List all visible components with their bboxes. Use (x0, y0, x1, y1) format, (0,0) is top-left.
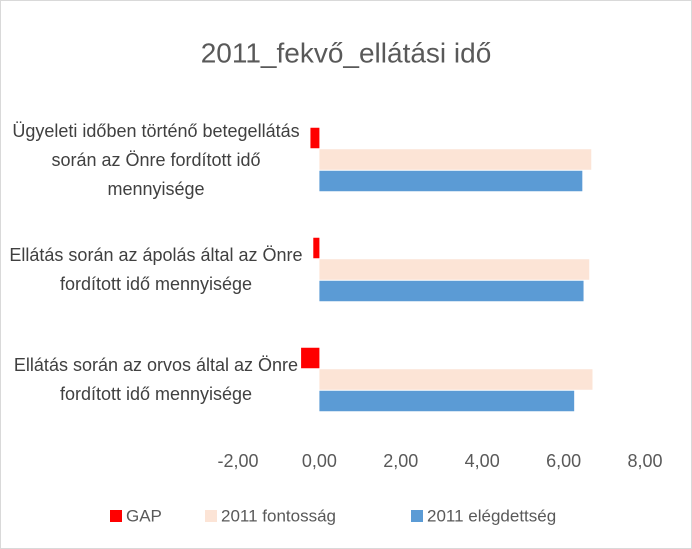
bar (319, 280, 584, 302)
category-label-box: Ügyeleti időben történő betegellátás sor… (12, 120, 300, 199)
legend-swatch (411, 510, 423, 522)
x-tick-label: 4,00 (465, 451, 500, 471)
y-tick-label: Ellátás során az ápolás által az Önre fo… (9, 245, 303, 294)
legend-swatch (205, 510, 217, 522)
legend-label: 2011 elégdettség (427, 506, 556, 525)
legend-swatch (110, 510, 122, 522)
bar (319, 170, 583, 192)
x-tick-label: 6,00 (546, 451, 581, 471)
bar (301, 347, 320, 369)
x-tick-label: 2,00 (383, 451, 418, 471)
y-tick-label: Ellátás során az orvos által az Önre for… (13, 355, 299, 404)
bar (319, 369, 593, 390)
bar (313, 237, 320, 259)
bar (319, 390, 575, 412)
x-tick-label: 8,00 (627, 451, 662, 471)
legend-label: GAP (126, 506, 162, 525)
category-label-box: Ellátás során az ápolás által az Önre fo… (9, 245, 303, 294)
bar (319, 149, 592, 170)
x-tick-label: -2,00 (217, 451, 258, 471)
bar (319, 259, 590, 280)
y-tick-label: Ügyeleti időben történő betegellátás sor… (12, 120, 300, 199)
bar (310, 127, 320, 149)
x-tick-label: 0,00 (302, 451, 337, 471)
category-label-box: Ellátás során az orvos által az Önre for… (13, 355, 299, 404)
chart-title: 2011_fekvő_ellátási idő (201, 37, 492, 68)
legend-label: 2011 fontosság (221, 506, 336, 525)
